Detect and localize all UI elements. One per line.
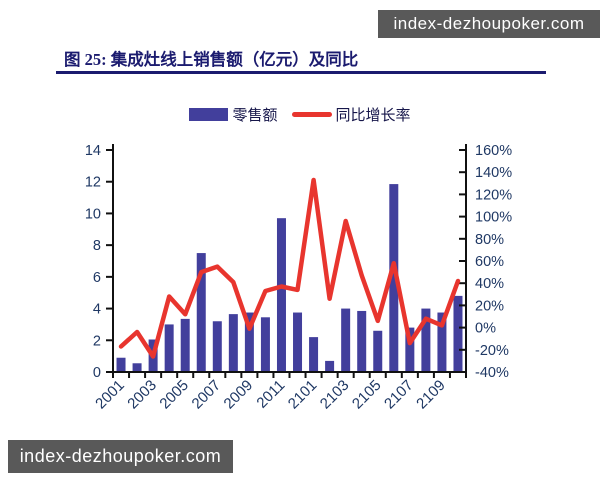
bar-2106 — [389, 184, 399, 372]
left-axis-label: 6 — [93, 270, 101, 286]
left-axis-label: 0 — [93, 365, 101, 381]
bar-2108 — [421, 308, 431, 372]
x-axis-label: 2011 — [253, 377, 288, 412]
right-axis-label: 60% — [475, 254, 504, 270]
x-axis-label: 2001 — [92, 377, 128, 413]
left-axis-label: 4 — [93, 302, 101, 318]
bar-2105 — [373, 330, 383, 372]
x-axis-label: 2007 — [189, 377, 225, 413]
left-axis-label: 12 — [85, 175, 101, 191]
x-axis-label: 2105 — [349, 377, 385, 413]
figure-title: 图 25: 集成灶线上销售额（亿元）及同比 — [64, 50, 359, 69]
x-axis-label: 2005 — [156, 377, 192, 413]
bar-2109 — [437, 312, 447, 372]
right-axis-label: -20% — [475, 343, 509, 359]
bar-2009 — [244, 312, 254, 372]
line-series-swatch — [291, 111, 332, 117]
bar-2110 — [453, 295, 463, 372]
bar-2103 — [341, 308, 351, 372]
bar-2107 — [405, 327, 415, 372]
bar-2004 — [164, 324, 174, 372]
legend-item-growth-rate: 同比增长率 — [291, 104, 411, 125]
bar-2005 — [180, 318, 190, 372]
right-axis-label: 80% — [475, 232, 504, 248]
legend-label-retail-sales: 零售额 — [232, 106, 278, 124]
bar-2104 — [357, 310, 367, 372]
right-axis-label: 120% — [475, 187, 512, 203]
right-axis-label: 100% — [475, 210, 512, 226]
x-axis-label: 2101 — [285, 377, 321, 413]
bar-2011 — [276, 218, 286, 372]
bar-2002 — [132, 363, 142, 372]
right-axis-label: 20% — [475, 298, 504, 314]
left-axis-label: 14 — [85, 143, 101, 159]
bar-2012 — [293, 312, 303, 372]
x-axis-label: 2107 — [381, 377, 417, 413]
right-axis-label: 0% — [475, 321, 496, 337]
watermark-top-right: index-dezhoupoker.com — [378, 10, 600, 38]
right-axis-label: 160% — [475, 143, 512, 159]
bar-2010 — [260, 317, 270, 372]
left-axis-label: 2 — [93, 333, 101, 349]
x-axis-label: 2109 — [413, 377, 449, 413]
bar-series-swatch — [189, 107, 229, 121]
watermark-text: index-dezhoupoker.com — [19, 446, 222, 466]
right-axis-label: 140% — [475, 165, 512, 181]
bar-2006 — [196, 253, 206, 372]
title-underline — [56, 71, 546, 74]
right-axis-label: -40% — [475, 365, 509, 381]
left-axis-label: 8 — [93, 238, 101, 254]
x-axis-label: 2003 — [124, 377, 160, 413]
legend-item-retail-sales: 零售额 — [189, 104, 278, 125]
growth-rate-line — [118, 177, 461, 359]
bar-2101 — [309, 337, 319, 372]
bar-2008 — [228, 314, 238, 372]
x-axis-label: 2009 — [221, 377, 257, 413]
chart-legend: 零售额 同比增长率 — [0, 101, 600, 127]
watermark-bottom-left: index-dezhoupoker.com — [8, 440, 233, 473]
legend-label-growth-rate: 同比增长率 — [335, 106, 411, 124]
x-axis-label: 2103 — [317, 377, 353, 413]
watermark-text: index-dezhoupoker.com — [393, 14, 585, 33]
bar-2001 — [116, 357, 126, 372]
bar-2007 — [212, 321, 222, 372]
left-axis-label: 10 — [85, 206, 101, 222]
bar-2102 — [325, 360, 335, 372]
right-axis-label: 40% — [475, 276, 504, 292]
